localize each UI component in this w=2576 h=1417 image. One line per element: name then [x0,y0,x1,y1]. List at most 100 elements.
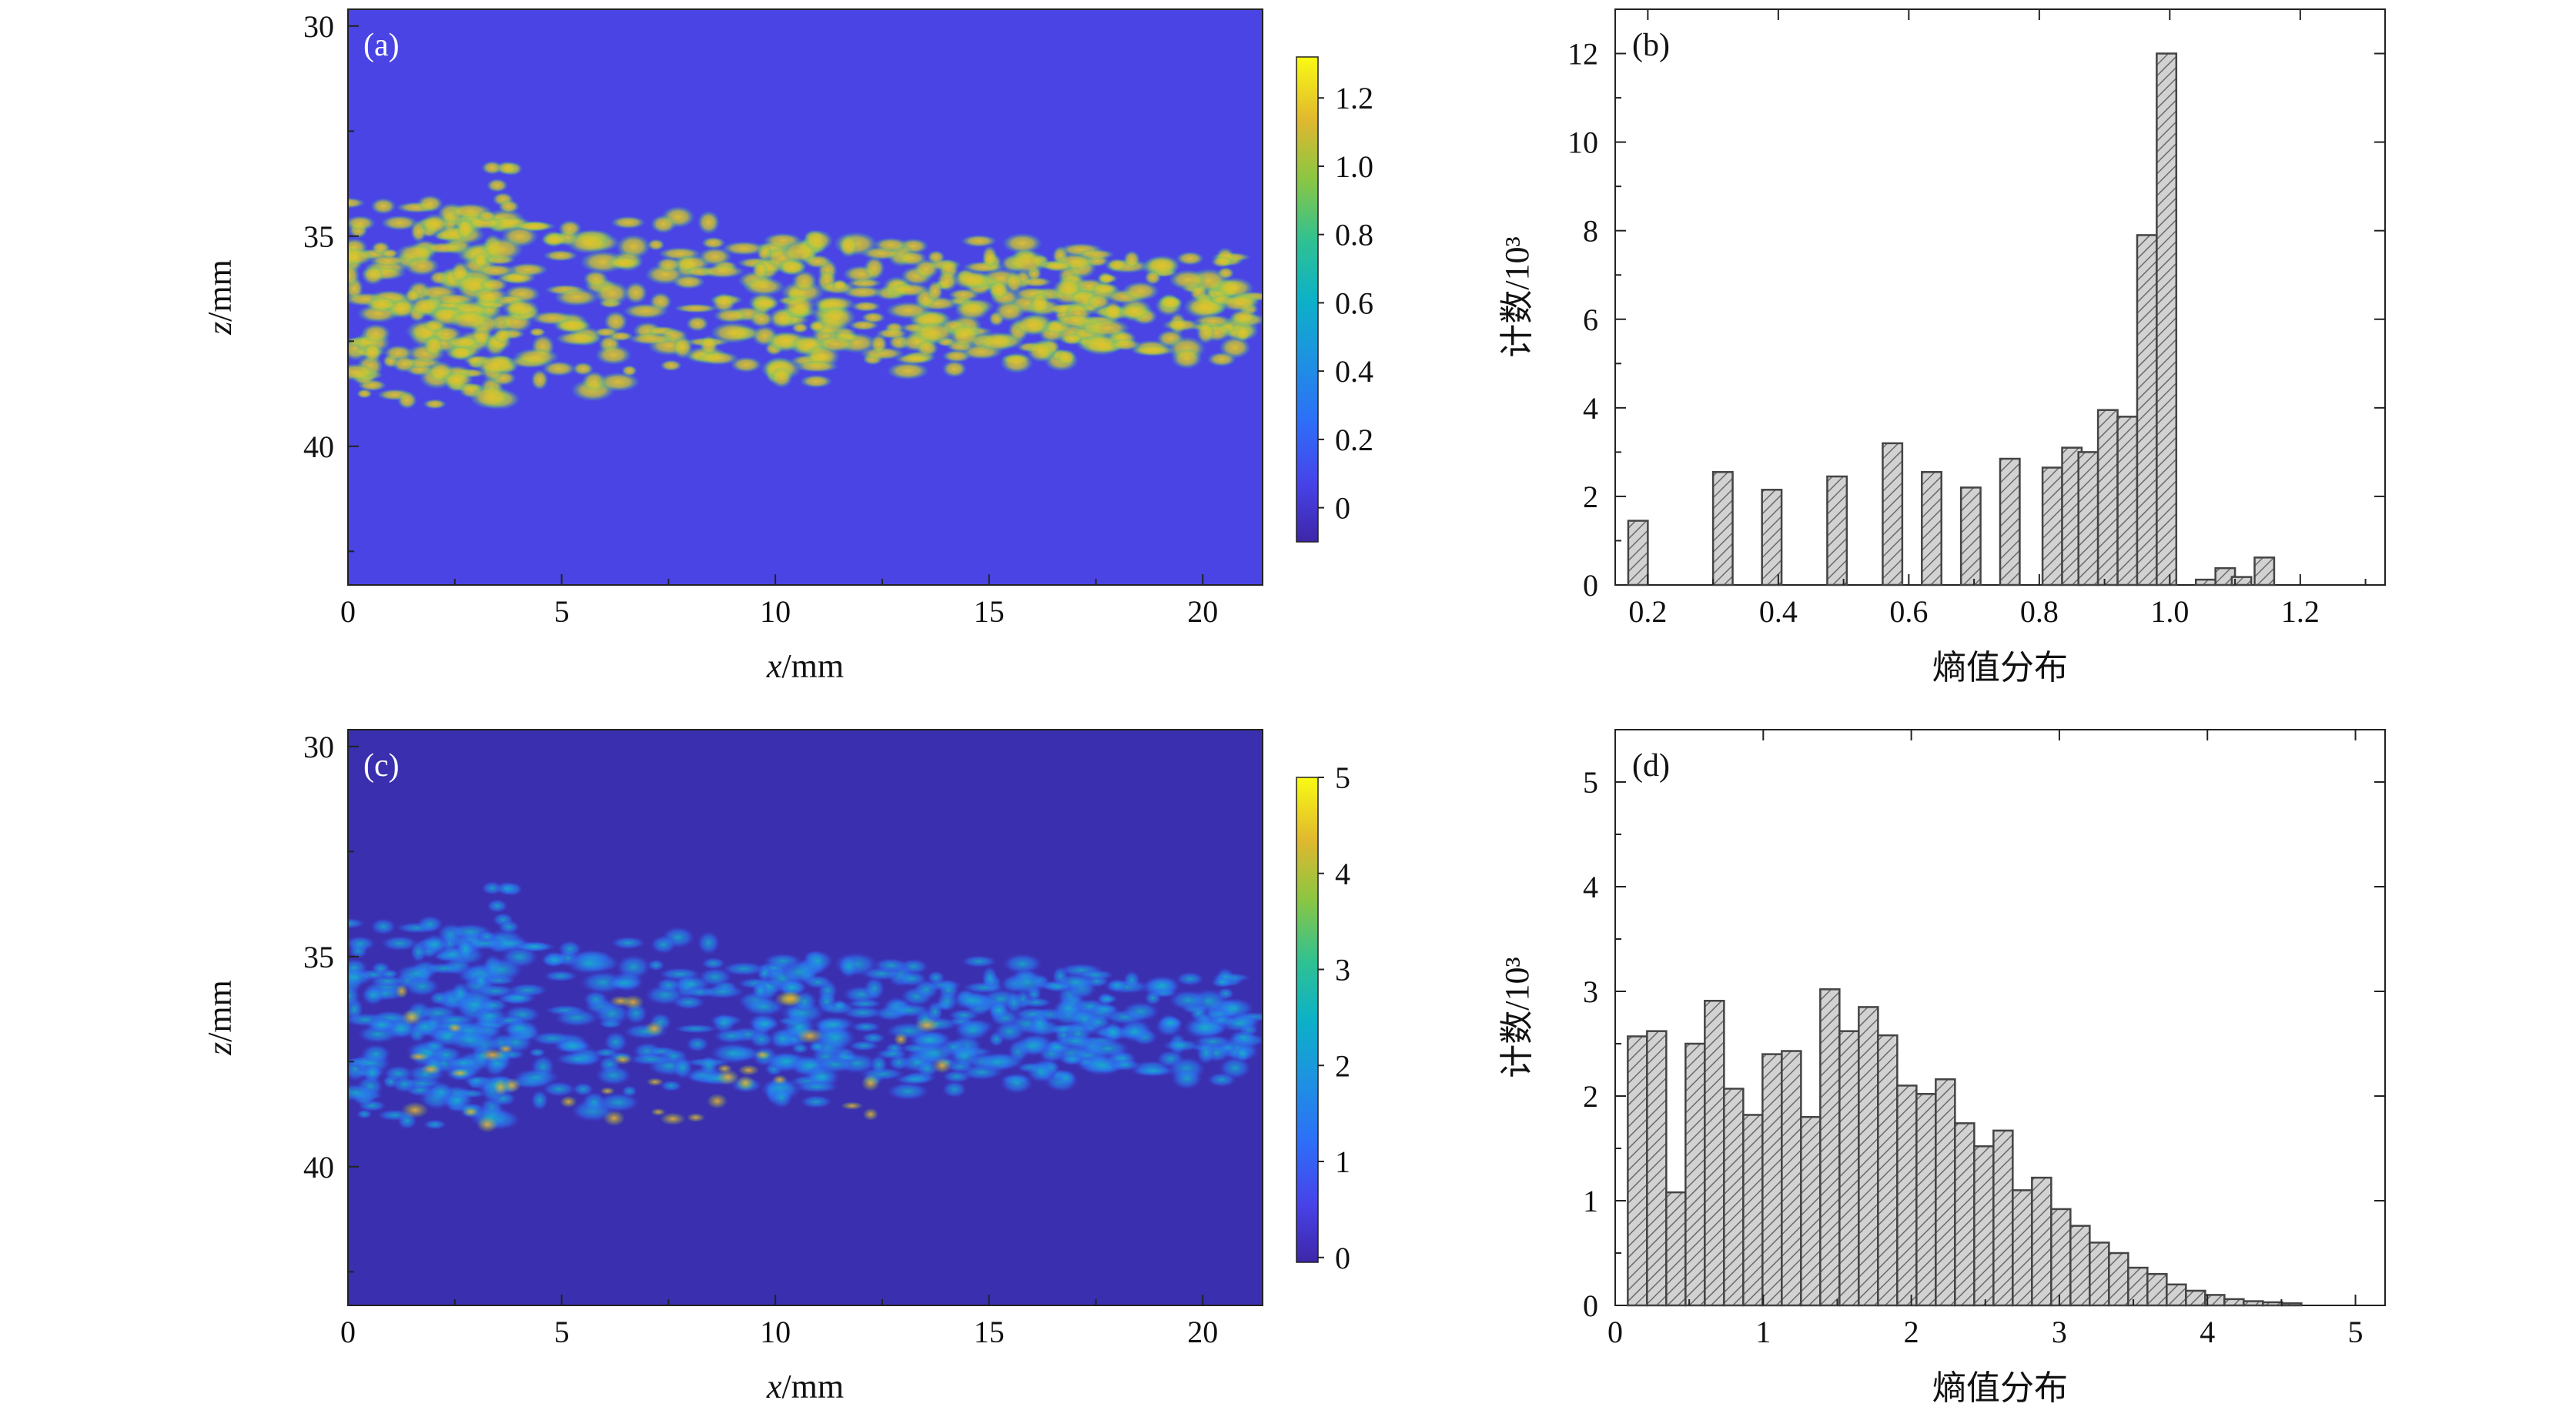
heatmap-speckle [1213,277,1255,299]
heatmap-speckle [647,239,665,251]
heatmap-speckle [528,327,546,337]
heatmap-speckle [875,1048,908,1060]
heatmap-speckle [501,1019,540,1038]
heatmap-speckle [948,1044,982,1068]
heatmap-hotspot [408,1051,430,1061]
heatmap-speckle [751,296,780,310]
heatmap-speckle [348,197,366,209]
heatmap-speckle [1207,1072,1236,1088]
heatmap-speckle [356,1109,373,1119]
heatmap-speckle [361,264,385,286]
colorbar-tick-label: 4 [1335,857,1350,891]
heatmap-speckle [1005,270,1023,294]
y-tick-label: 40 [303,429,334,464]
x-tick-label: 5 [554,1315,570,1349]
heatmap-speckle [1158,1015,1183,1031]
histogram-bar [2166,1283,2187,1307]
histogram-bar [1627,1035,1648,1307]
heatmap-speckle [791,322,809,334]
heatmap-speckle [660,1080,682,1092]
heatmap-hotspot [707,1093,728,1109]
heatmap-speckle [742,998,785,1017]
heatmap-speckle [686,1036,709,1052]
heatmap-hotspot [796,1028,824,1044]
heatmap-speckle [475,264,516,278]
heatmap-speckle [954,1020,990,1041]
heatmap-speckle [1029,1011,1050,1036]
histogram-b: 0.2 0.4 0.6 0.8 1.0 1.2 0 2 4 6 8 10 12 熵值分布 计数/10³ (b… [1498,8,2386,687]
y-tick-label: 35 [303,219,334,254]
heatmap-speckle [1196,320,1216,345]
panel-label-c: (c) [363,748,400,784]
histogram-bar [1858,1006,1879,1307]
heatmap-speckle [364,1017,399,1033]
histogram-bar [1723,1088,1745,1307]
heatmap-hotspot [841,1101,864,1110]
heatmap-speckle [566,951,611,974]
x-tick-label: 15 [974,1315,1005,1349]
heatmap-speckle [895,1074,934,1085]
heatmap-speckle [650,215,677,234]
x-axis-label: x/mm [766,1368,844,1405]
heatmap-speckle [457,217,474,241]
heatmap-speckle [721,241,766,256]
heatmap-speckle [555,1051,601,1067]
x-tick-label: 0 [340,1315,356,1349]
heatmap-speckle [800,374,833,389]
y-axis-label: 计数/10³ [1498,957,1536,1078]
heatmap-speckle [623,302,669,319]
heatmap-speckle [1118,1024,1151,1041]
heatmap-speckle [870,1054,888,1075]
heatmap-speckle [861,312,886,324]
histogram-bar [1711,471,1734,587]
heatmap-speckle [348,263,360,288]
heatmap-speckle [363,1062,383,1084]
heatmap-hotspot [477,1116,498,1133]
histogram-bar [1800,1115,1822,1307]
histogram-bar [2194,578,2216,587]
x-tick-label: 1.0 [2150,594,2189,629]
heatmap-speckle [674,1024,718,1034]
heatmap-speckle [364,296,399,312]
heatmap-speckle [572,1082,594,1096]
heatmap-speckle [607,331,634,342]
heatmap-speckle [542,360,576,376]
y-tick-label: 30 [303,730,334,764]
heatmap-speckle [1169,990,1208,1011]
heatmap-speckle [831,999,848,1012]
heatmap-speckle [1056,349,1076,366]
heatmap-speckle [555,331,601,346]
heatmap-speckle [660,359,682,372]
heatmap-hotspot [771,1074,788,1085]
heatmap-speckle [530,1089,549,1111]
heatmap-speckle [542,1081,576,1097]
colorbar-tick-label: 0.4 [1335,354,1373,389]
y-tick-label: 35 [303,940,334,974]
heatmap-speckle [1006,249,1049,275]
heatmap-speckle [348,984,360,1008]
heatmap-speckle [369,255,406,266]
histogram-bar [1896,1084,1918,1307]
heatmap-speckle [380,968,399,979]
heatmap-speckle [875,328,908,339]
heatmap-speckle [1090,1003,1119,1016]
x-tick-label: 20 [1187,1315,1218,1349]
heatmap-hotspot [395,984,409,999]
heatmap-speckle [528,1048,546,1058]
heatmap-speckle [554,288,599,306]
heatmap-hotspot [660,1112,686,1125]
heatmap-speckle [697,351,739,366]
histogram-bar [1954,1122,1975,1307]
heatmap-speckle [441,371,474,389]
heatmap-hotspot [450,1068,470,1078]
heatmap-speckle [701,236,726,249]
heatmap-speckle [803,950,834,972]
x-tick-label: 0.8 [2020,594,2059,629]
x-tick-label: 0.4 [1759,594,1798,629]
colorbar-tick-label: 0.6 [1335,286,1373,320]
heatmap-speckle [751,981,769,1000]
heatmap-speckle [348,363,377,381]
heatmap-speckle [994,300,1025,323]
heatmap-speckle [803,974,832,989]
